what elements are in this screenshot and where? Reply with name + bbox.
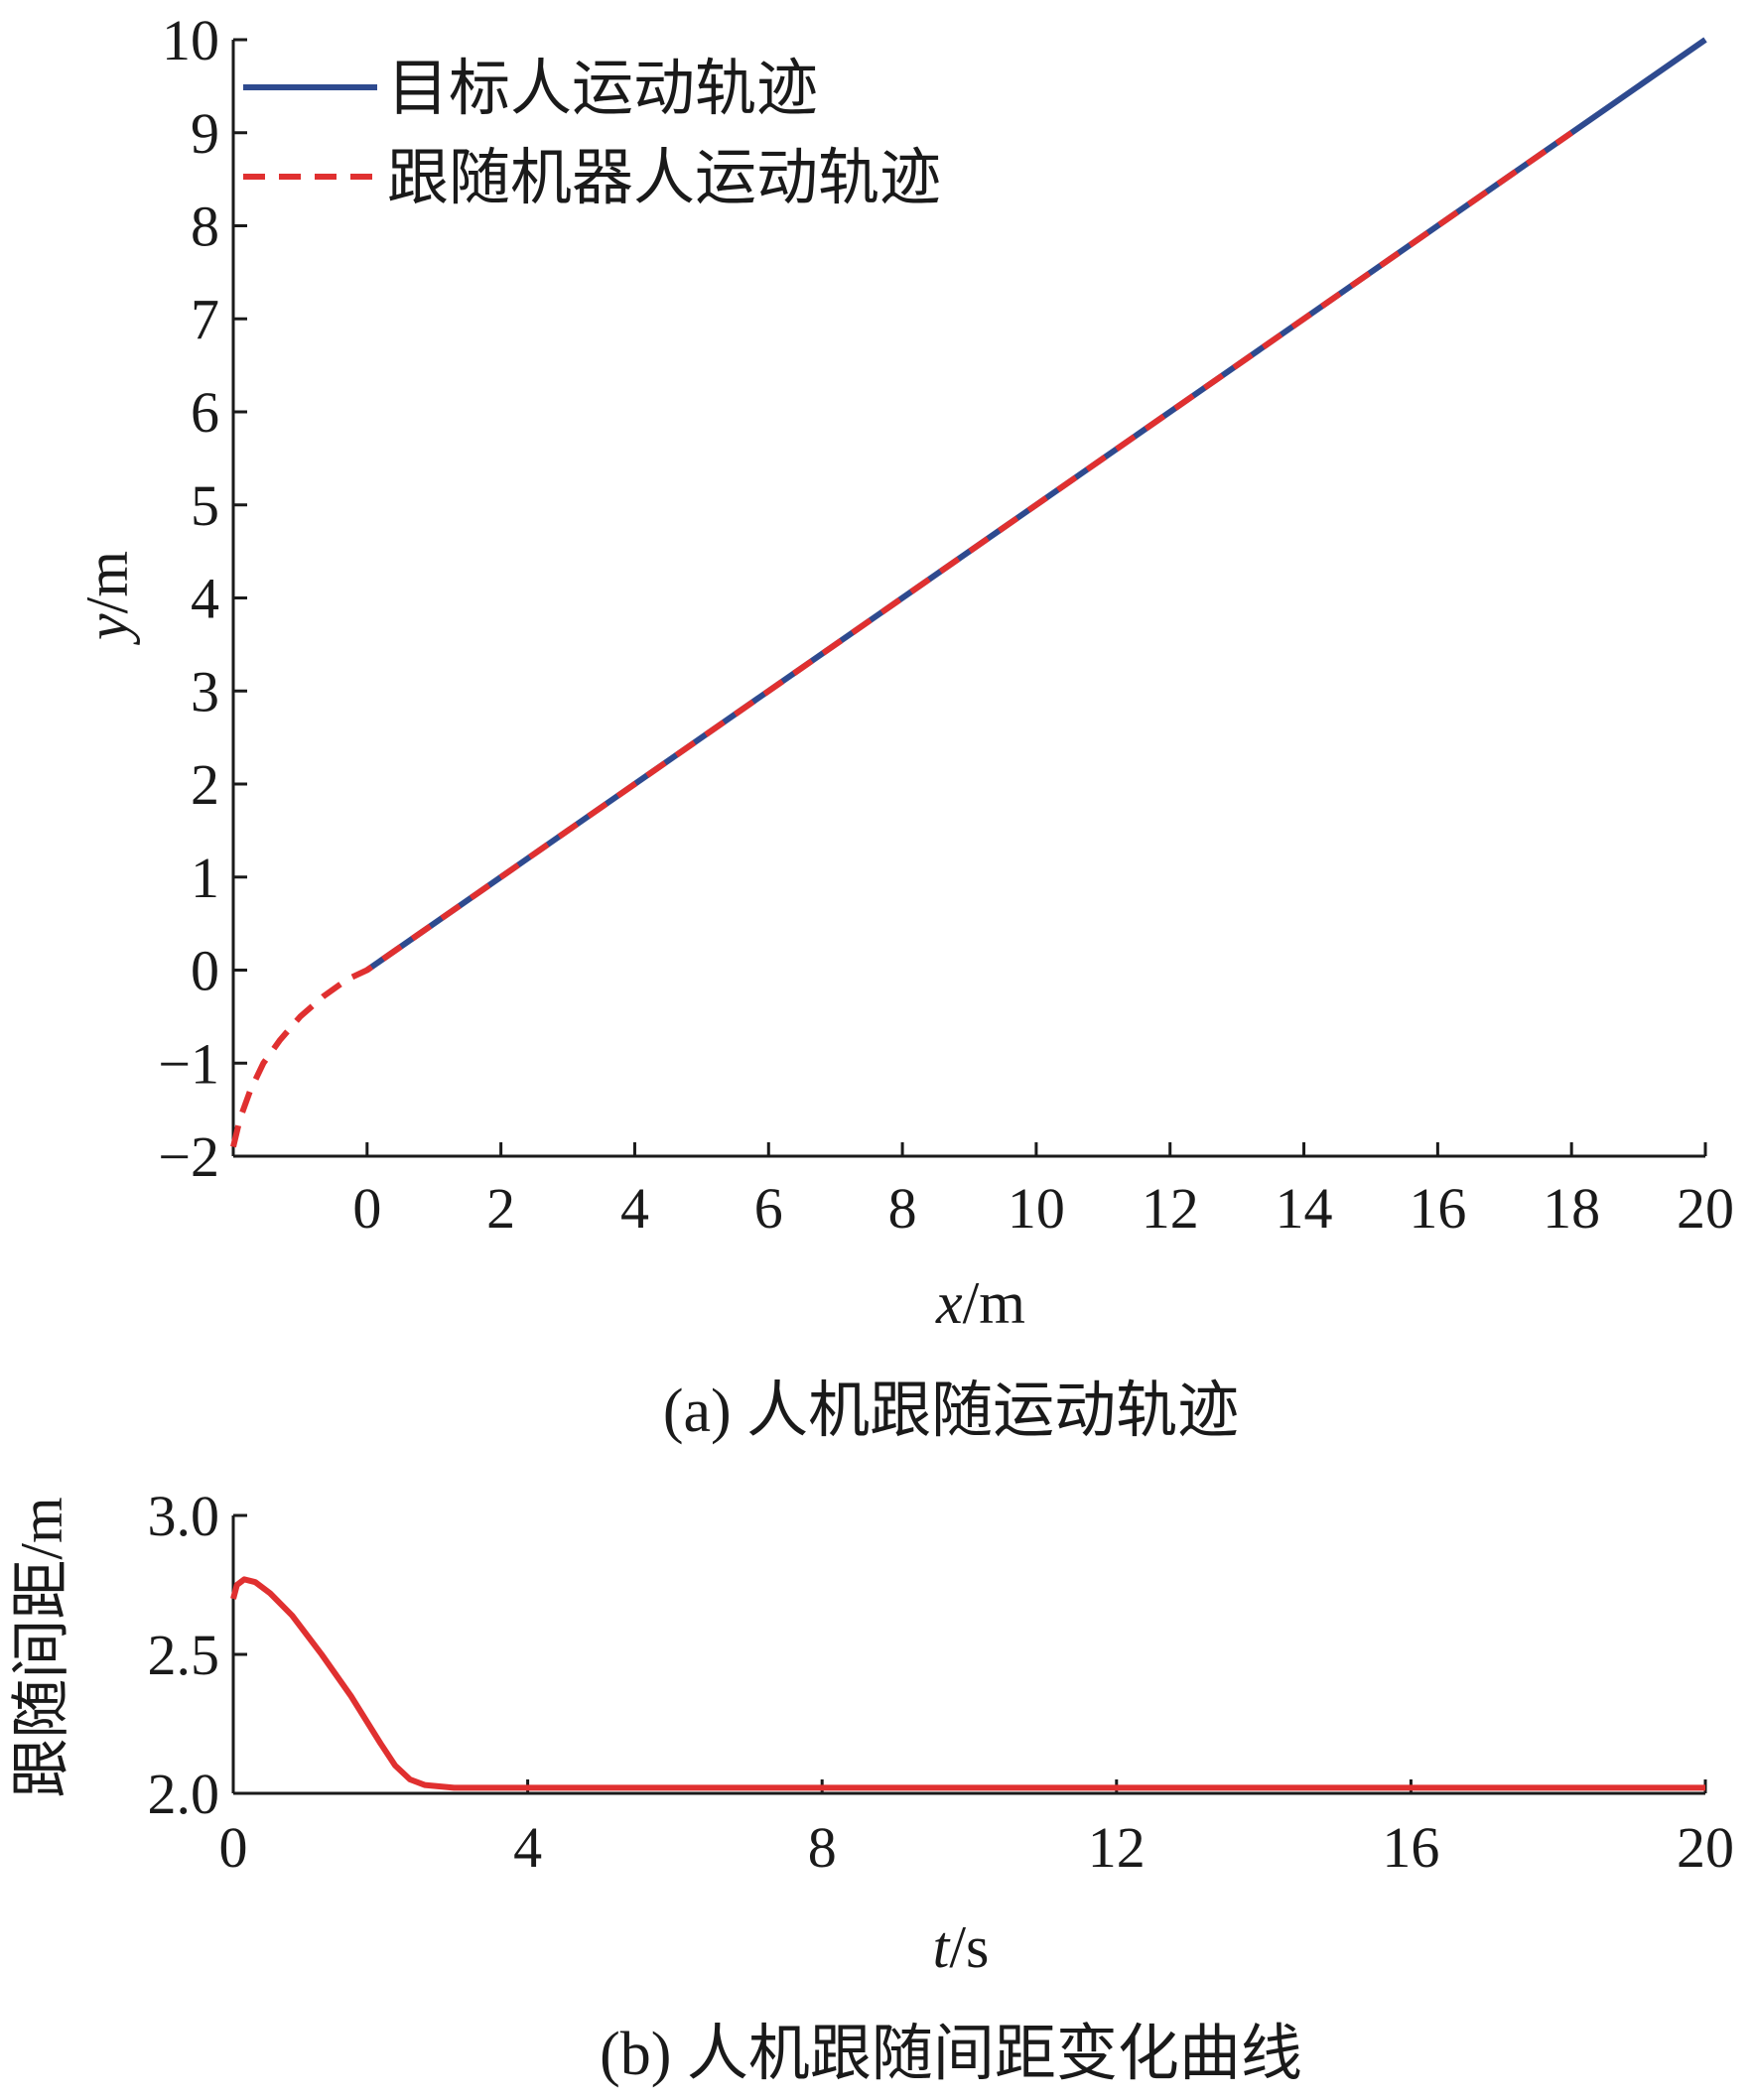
y-tick-label: 2.5 — [148, 1623, 220, 1687]
y-tick-label: 1 — [191, 846, 219, 910]
y-tick-label: −2 — [158, 1124, 219, 1189]
y-tick-label: 0 — [191, 939, 219, 1003]
x-tick-label: 20 — [1677, 1176, 1734, 1241]
series-line-1 — [230, 130, 1573, 1148]
x-tick-label: 14 — [1276, 1176, 1333, 1241]
series-line-0 — [230, 1576, 1705, 1791]
x-tick-label: 2 — [486, 1176, 515, 1241]
distance-y-axis-label: 跟随间距/m — [9, 1497, 74, 1797]
x-tick-label: 18 — [1543, 1176, 1600, 1241]
trajectory-x-axis-label: x/m — [935, 1270, 1025, 1336]
y-tick-label: 5 — [191, 473, 219, 538]
x-tick-label: 12 — [1142, 1176, 1199, 1241]
x-tick-label: 16 — [1382, 1815, 1439, 1880]
y-tick-label: 10 — [162, 8, 219, 72]
trajectory-y-axis-label: y/m — [74, 551, 140, 646]
x-tick-label: 0 — [219, 1815, 248, 1880]
y-tick-label: 8 — [191, 195, 219, 259]
y-tick-label: 4 — [191, 567, 219, 631]
trajectory-series — [230, 37, 1707, 1148]
x-tick-label: 10 — [1008, 1176, 1065, 1241]
x-tick-label: 4 — [620, 1176, 649, 1241]
x-tick-label: 8 — [808, 1815, 837, 1880]
x-tick-label: 20 — [1677, 1815, 1734, 1880]
distance-x-axis-label: t/s — [933, 1914, 990, 1980]
y-tick-label: 2 — [191, 752, 219, 817]
x-tick-label: 12 — [1088, 1815, 1146, 1880]
trajectory-caption: (a) 人机跟随运动轨迹 — [663, 1378, 1239, 1445]
distance-chart: 0 4 8 12 16 20 2.0 2.5 3.0 跟随间距/m t/s (b) 人机跟随间距… — [9, 1484, 1734, 2088]
x-tick-label: 4 — [513, 1815, 542, 1880]
y-tick-label: 7 — [191, 287, 219, 351]
x-tick-label: 6 — [754, 1176, 783, 1241]
y-tick-label: 9 — [191, 101, 219, 166]
distance-caption: (b) 人机跟随间距变化曲线 — [600, 2021, 1302, 2088]
x-tick-label: 8 — [888, 1176, 917, 1241]
legend-label-1: 跟随机器人运动轨迹 — [387, 141, 941, 213]
y-tick-label: 6 — [191, 380, 219, 445]
x-tick-label: 16 — [1409, 1176, 1466, 1241]
y-tick-label: 3 — [191, 659, 219, 723]
distance-axes: 0 4 8 12 16 20 2.0 2.5 3.0 — [148, 1484, 1735, 1880]
x-tick-label: 0 — [352, 1176, 381, 1241]
y-tick-label: 3.0 — [148, 1484, 220, 1548]
legend-label-0: 目标人运动轨迹 — [387, 52, 818, 124]
distance-series — [230, 1576, 1705, 1791]
y-tick-label: 2.0 — [148, 1762, 220, 1826]
y-tick-label: −1 — [158, 1031, 219, 1096]
